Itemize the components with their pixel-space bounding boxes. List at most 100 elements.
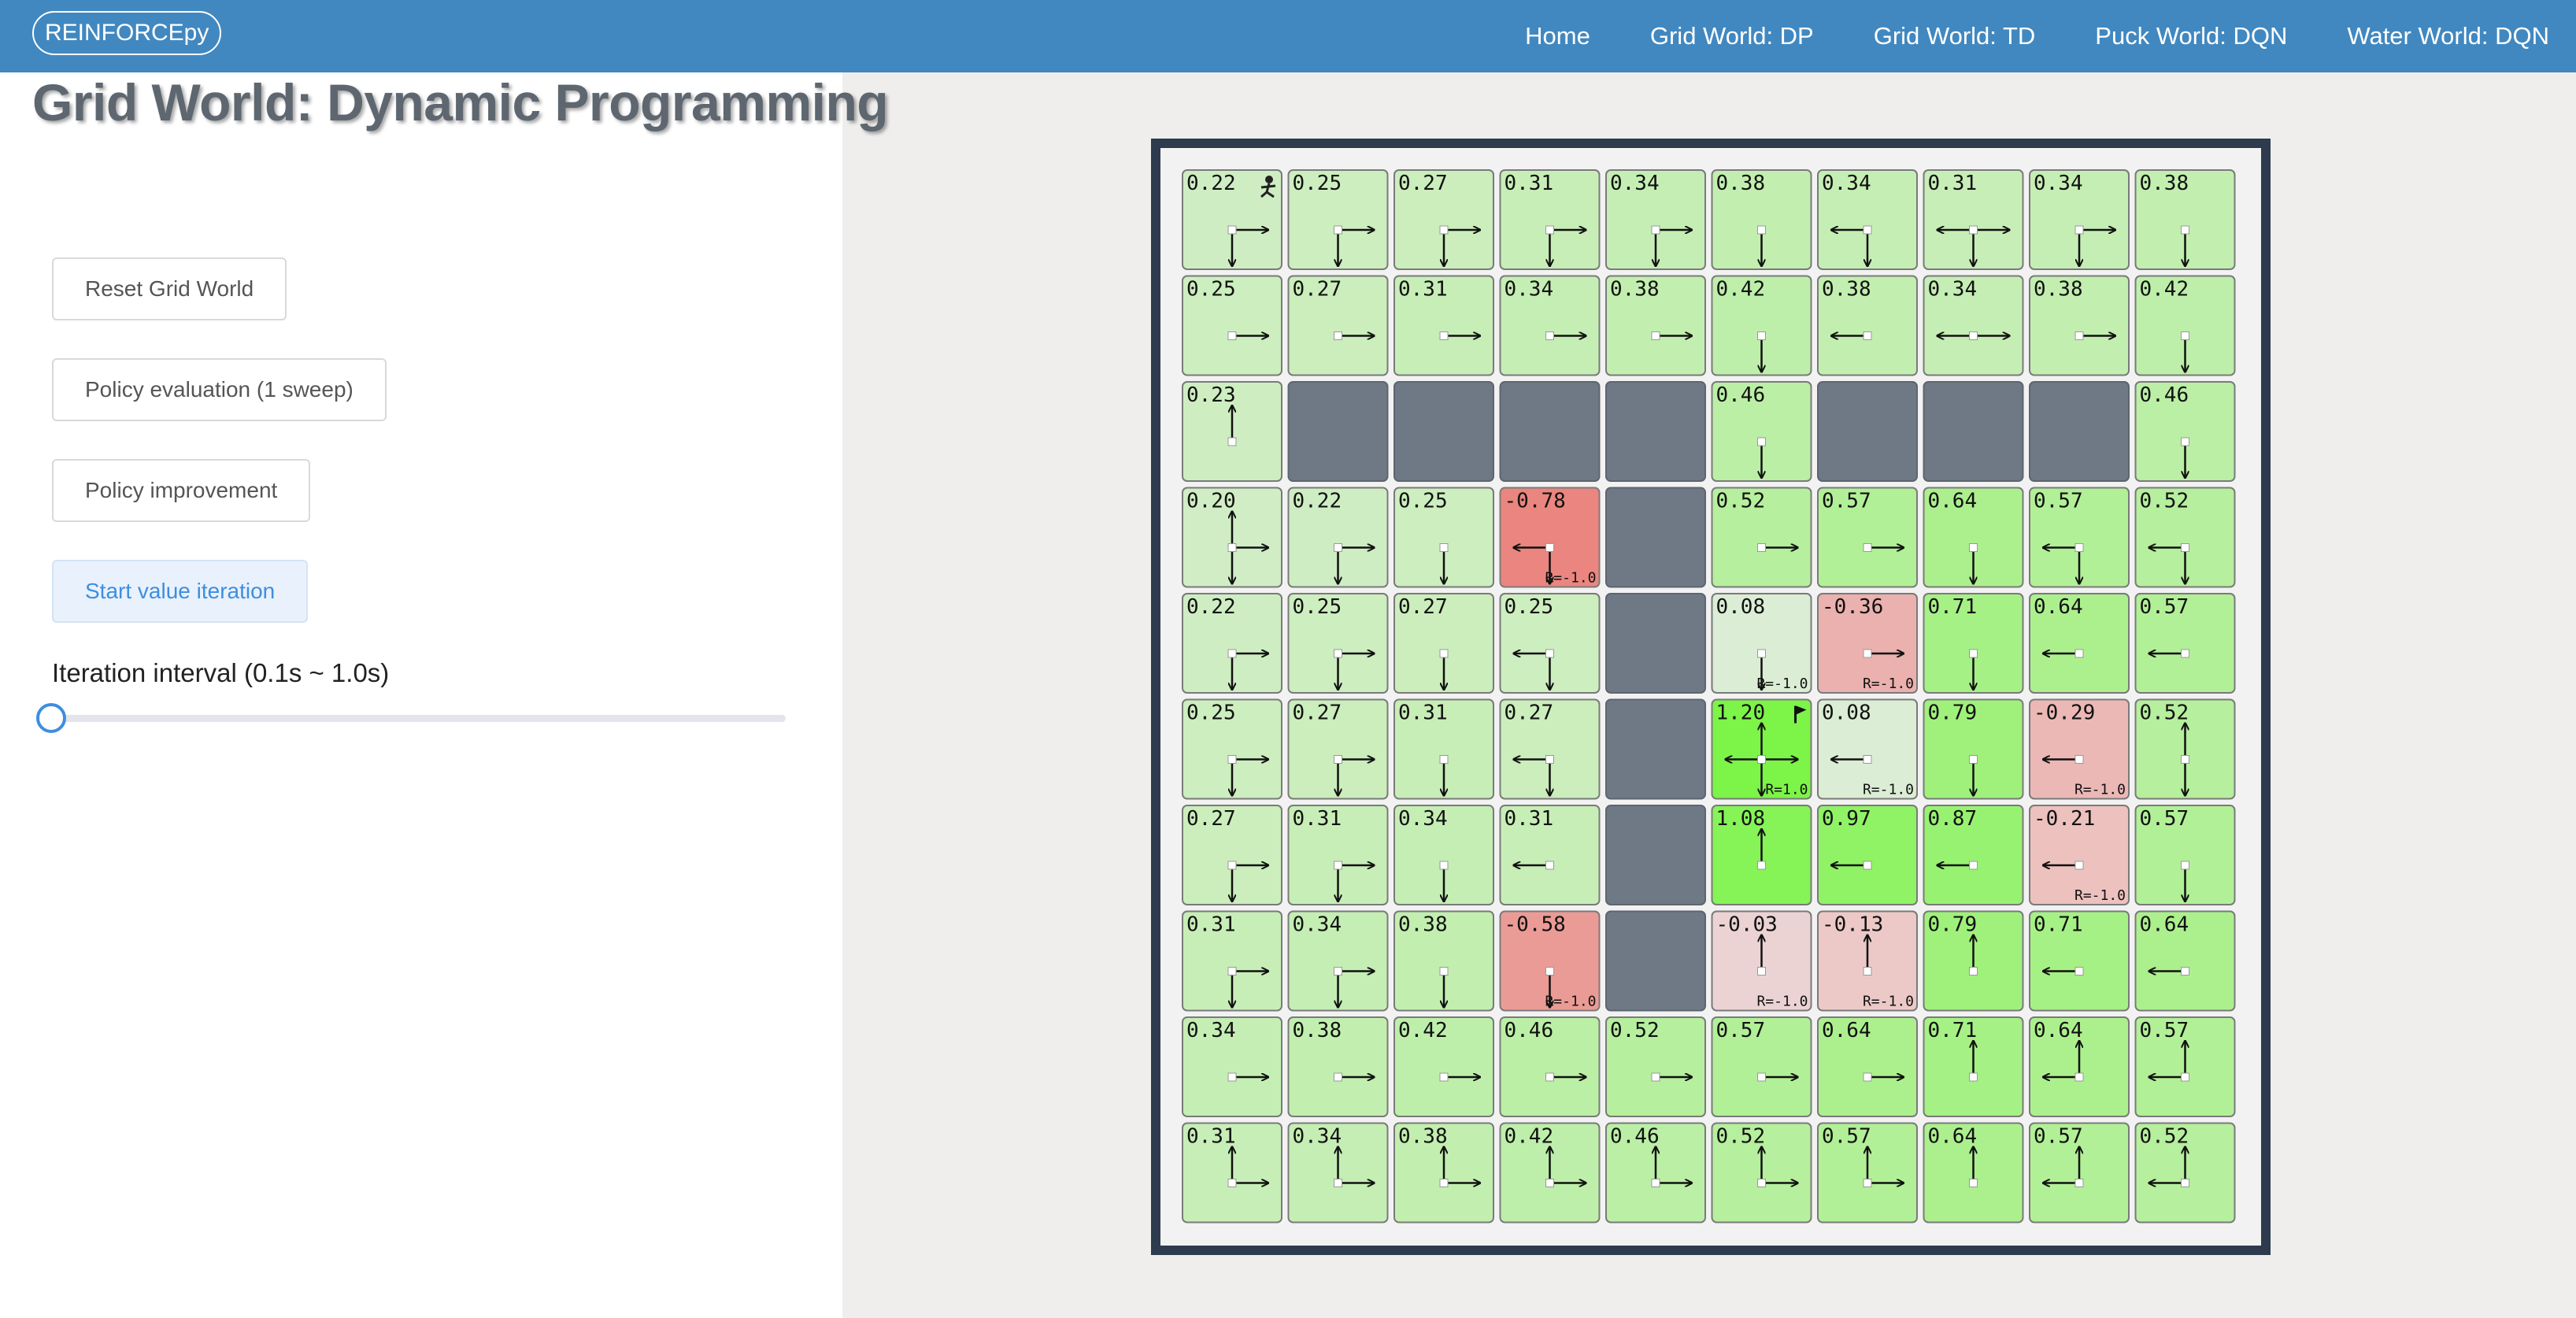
grid-cell[interactable]: 0.64 <box>1923 1122 2024 1224</box>
grid-cell[interactable]: 0.25 <box>1182 698 1282 800</box>
grid-cell[interactable]: 0.42 <box>2134 275 2236 376</box>
grid-cell[interactable] <box>1605 381 1706 482</box>
grid-cell[interactable] <box>1605 805 1706 905</box>
grid-cell[interactable]: -0.21 R=-1.0 <box>2029 805 2130 905</box>
grid-cell[interactable]: 0.31 <box>1287 805 1389 905</box>
grid-cell[interactable] <box>1605 910 1706 1012</box>
grid-cell[interactable]: 0.46 <box>1711 381 1812 482</box>
grid-cell[interactable]: -0.58 R=-1.0 <box>1499 910 1601 1012</box>
grid-cell[interactable]: 0.25 <box>1287 593 1389 694</box>
grid-cell[interactable]: 0.38 <box>1287 1016 1389 1117</box>
grid-cell[interactable]: 0.57 <box>1817 1122 1918 1224</box>
grid-cell[interactable]: 0.22 <box>1182 593 1282 694</box>
grid-cell[interactable]: 0.52 <box>1711 1122 1812 1224</box>
grid-cell[interactable]: 0.34 <box>1287 1122 1389 1224</box>
grid-cell[interactable]: 1.08 <box>1711 805 1812 905</box>
grid-cell[interactable]: 0.27 <box>1393 169 1494 270</box>
start-value-iteration-button[interactable]: Start value iteration <box>52 560 309 623</box>
nav-link-puck-world-dqn[interactable]: Puck World: DQN <box>2095 22 2288 50</box>
grid-cell[interactable]: 0.64 <box>1817 1016 1918 1117</box>
grid-cell[interactable]: 0.31 <box>1499 169 1601 270</box>
grid-cell[interactable]: 0.38 <box>1605 275 1706 376</box>
grid-cell[interactable] <box>1287 381 1389 482</box>
nav-link-water-world-dqn[interactable]: Water World: DQN <box>2347 22 2549 50</box>
policy-improvement-button[interactable]: Policy improvement <box>52 459 311 522</box>
grid-cell[interactable]: 0.42 <box>1499 1122 1601 1224</box>
grid-cell[interactable]: 0.57 <box>1711 1016 1812 1117</box>
grid-cell[interactable]: 0.79 <box>1923 698 2024 800</box>
grid-cell[interactable]: 0.34 <box>1393 805 1494 905</box>
iteration-interval-slider-handle[interactable] <box>36 703 66 733</box>
grid-cell[interactable]: 0.57 <box>2029 487 2130 588</box>
grid-cell[interactable]: 0.34 <box>1923 275 2024 376</box>
grid-cell[interactable]: 0.38 <box>1711 169 1812 270</box>
grid-cell[interactable]: 0.34 <box>1182 1016 1282 1117</box>
grid-cell[interactable]: 0.34 <box>1817 169 1918 270</box>
grid-cell[interactable]: 0.57 <box>2134 805 2236 905</box>
grid-cell[interactable]: 0.27 <box>1287 698 1389 800</box>
grid-cell[interactable]: -0.13 R=-1.0 <box>1817 910 1918 1012</box>
grid-cell[interactable]: 0.64 <box>1923 487 2024 588</box>
grid-cell[interactable]: 0.52 <box>2134 698 2236 800</box>
grid-cell[interactable] <box>1605 698 1706 800</box>
grid-cell[interactable]: 0.31 <box>1182 910 1282 1012</box>
grid-cell[interactable]: 0.34 <box>2029 169 2130 270</box>
grid-cell[interactable]: 0.31 <box>1393 698 1494 800</box>
grid-cell[interactable]: 0.46 <box>2134 381 2236 482</box>
grid-cell[interactable]: 0.31 <box>1923 169 2024 270</box>
grid-cell[interactable]: 0.52 <box>1711 487 1812 588</box>
nav-link-grid-world-dp[interactable]: Grid World: DP <box>1649 22 1814 50</box>
grid-cell[interactable]: 0.38 <box>1393 1122 1494 1224</box>
grid-cell[interactable]: 0.42 <box>1711 275 1812 376</box>
grid-cell[interactable]: 0.27 <box>1499 698 1601 800</box>
grid-cell[interactable]: 0.22 <box>1287 487 1389 588</box>
grid-cell[interactable]: 0.57 <box>2029 1122 2130 1224</box>
grid-cell[interactable]: 0.31 <box>1393 275 1494 376</box>
grid-cell[interactable]: 0.97 <box>1817 805 1918 905</box>
policy-evaluation-button[interactable]: Policy evaluation (1 sweep) <box>52 358 387 421</box>
grid-cell[interactable] <box>1817 381 1918 482</box>
grid-cell[interactable]: 0.25 <box>1393 487 1494 588</box>
grid-cell[interactable]: -0.36 R=-1.0 <box>1817 593 1918 694</box>
grid-cell[interactable]: 0.57 <box>1817 487 1918 588</box>
nav-link-grid-world-td[interactable]: Grid World: TD <box>1873 22 2036 50</box>
grid-cell[interactable]: 0.38 <box>2134 169 2236 270</box>
grid-cell[interactable]: 0.25 <box>1182 275 1282 376</box>
grid-cell[interactable]: 0.71 <box>1923 593 2024 694</box>
grid-cell[interactable]: 0.64 <box>2134 910 2236 1012</box>
grid-cell[interactable]: 0.31 <box>1182 1122 1282 1224</box>
grid-cell[interactable]: 0.08 R=-1.0 <box>1817 698 1918 800</box>
grid-cell[interactable]: 0.57 <box>2134 1016 2236 1117</box>
grid-cell[interactable] <box>1605 593 1706 694</box>
grid-cell[interactable]: 0.52 <box>2134 1122 2236 1224</box>
grid-cell[interactable]: 0.34 <box>1287 910 1389 1012</box>
grid-cell[interactable]: 0.71 <box>1923 1016 2024 1117</box>
grid-cell[interactable]: 0.57 <box>2134 593 2236 694</box>
grid-cell[interactable]: 0.25 <box>1499 593 1601 694</box>
grid-cell[interactable]: 0.38 <box>1817 275 1918 376</box>
grid-cell[interactable]: 0.64 <box>2029 1016 2130 1117</box>
grid-cell[interactable]: 0.52 <box>2134 487 2236 588</box>
grid-cell[interactable] <box>1923 381 2024 482</box>
grid-cell[interactable]: 0.27 <box>1182 805 1282 905</box>
grid-cell[interactable]: 0.52 <box>1605 1016 1706 1117</box>
reset-grid-world-button[interactable]: Reset Grid World <box>52 257 287 320</box>
grid-cell[interactable] <box>1605 487 1706 588</box>
grid-cell[interactable]: -0.29 R=-1.0 <box>2029 698 2130 800</box>
grid-cell[interactable]: 0.42 <box>1393 1016 1494 1117</box>
iteration-interval-slider-track[interactable] <box>52 715 786 722</box>
grid-cell[interactable]: 0.64 <box>2029 593 2130 694</box>
grid-cell[interactable]: 0.08 R=-1.0 <box>1711 593 1812 694</box>
grid-cell[interactable]: 0.87 <box>1923 805 2024 905</box>
grid-cell[interactable]: 0.23 <box>1182 381 1282 482</box>
grid-cell[interactable]: 0.46 <box>1499 1016 1601 1117</box>
grid-cell[interactable]: 0.22 <box>1182 169 1282 270</box>
grid-cell[interactable]: 0.38 <box>2029 275 2130 376</box>
grid-cell[interactable] <box>1393 381 1494 482</box>
grid-cell[interactable]: 1.20 R=1.0 <box>1711 698 1812 800</box>
grid-cell[interactable]: -0.78 R=-1.0 <box>1499 487 1601 588</box>
grid-cell[interactable]: 0.38 <box>1393 910 1494 1012</box>
grid-cell[interactable]: 0.27 <box>1287 275 1389 376</box>
grid-cell[interactable]: 0.46 <box>1605 1122 1706 1224</box>
nav-link-home[interactable]: Home <box>1525 22 1590 50</box>
